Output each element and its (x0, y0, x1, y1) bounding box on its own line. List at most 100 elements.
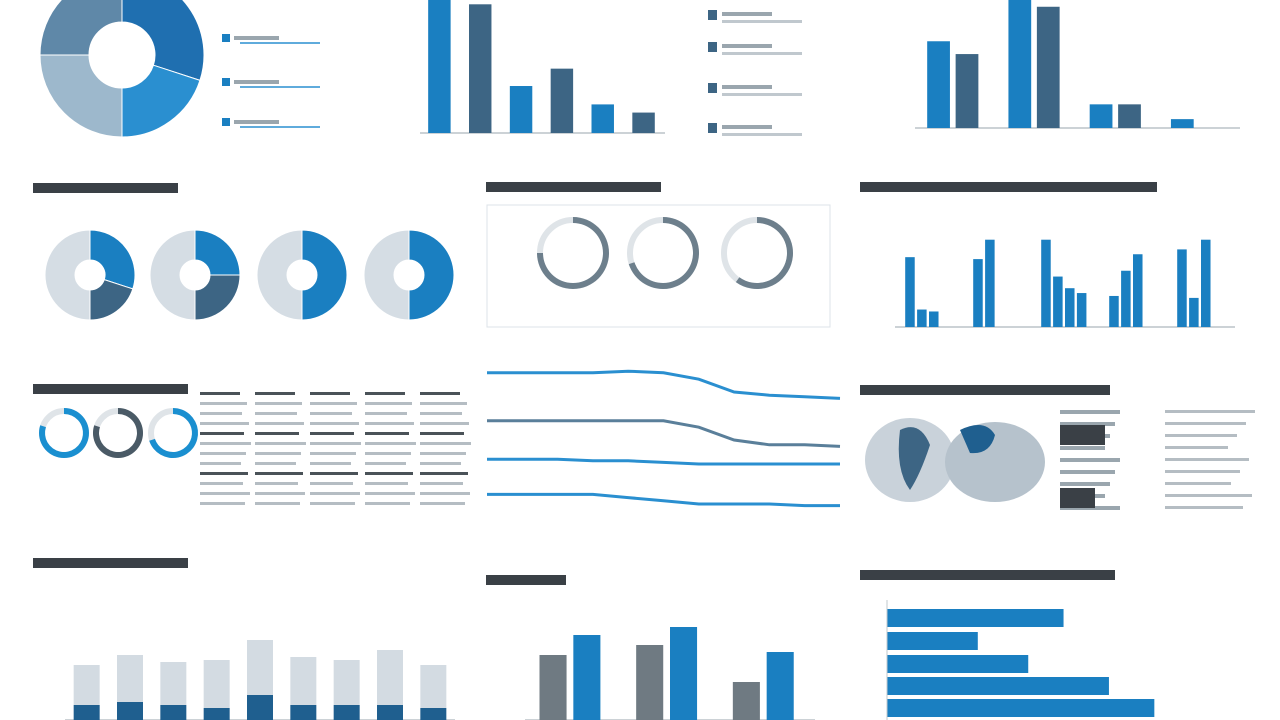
bar (509, 86, 533, 133)
map-land (960, 425, 995, 454)
bar (469, 4, 492, 133)
bar (1189, 297, 1199, 327)
bar-segment (203, 660, 230, 708)
text-placeholder (708, 123, 717, 133)
text-placeholder (1165, 506, 1243, 509)
pie-slice (194, 274, 241, 321)
text-placeholder (255, 482, 298, 485)
bar-segment (160, 705, 187, 720)
text-placeholder (1060, 425, 1105, 445)
text-placeholder (255, 402, 302, 405)
text-placeholder (310, 422, 359, 425)
text-placeholder (420, 492, 470, 495)
bar (1036, 6, 1060, 129)
text-placeholder (365, 422, 414, 425)
text-placeholder (1165, 470, 1240, 473)
text-placeholder (1060, 410, 1120, 414)
text-placeholder (420, 412, 462, 415)
text-placeholder (255, 492, 305, 495)
text-placeholder (200, 462, 241, 465)
bar (573, 635, 601, 720)
text-placeholder (255, 462, 296, 465)
text-placeholder (222, 118, 230, 126)
line-series (487, 457, 840, 466)
text-placeholder (1165, 422, 1246, 425)
text-placeholder (1165, 446, 1228, 449)
text-placeholder (1165, 410, 1255, 413)
map-land (898, 427, 930, 490)
text-placeholder (722, 93, 802, 96)
pie-slice (256, 229, 303, 321)
text-placeholder (200, 402, 247, 405)
bar (929, 311, 939, 327)
bar-segment (73, 665, 100, 705)
text-placeholder (486, 182, 661, 192)
text-placeholder (234, 80, 279, 84)
text-placeholder (200, 392, 240, 395)
text-placeholder (708, 10, 717, 20)
bar (1065, 288, 1075, 327)
text-placeholder (420, 402, 467, 405)
text-placeholder (1060, 458, 1120, 462)
text-placeholder (200, 492, 250, 495)
text-placeholder (255, 432, 299, 435)
text-placeholder (365, 392, 405, 395)
bar (985, 239, 995, 327)
pie-slice (39, 0, 123, 56)
pie-slice (194, 229, 241, 276)
text-placeholder (255, 422, 304, 425)
text-placeholder (310, 442, 361, 445)
text-placeholder (200, 442, 251, 445)
text-placeholder (310, 492, 360, 495)
text-placeholder (1165, 434, 1237, 437)
text-placeholder (200, 452, 246, 455)
text-placeholder (420, 452, 466, 455)
bar (1118, 104, 1141, 128)
bar (1121, 270, 1131, 327)
text-placeholder (722, 85, 772, 89)
bar (1177, 249, 1187, 327)
text-placeholder (365, 432, 409, 435)
line-series (487, 492, 840, 508)
text-placeholder (222, 34, 230, 42)
text-placeholder (722, 12, 772, 16)
bar-segment (420, 708, 447, 720)
text-placeholder (1060, 470, 1115, 474)
bar-segment (290, 705, 317, 720)
text-placeholder (310, 502, 355, 505)
text-placeholder (365, 492, 415, 495)
bar (887, 655, 1029, 673)
text-placeholder (200, 422, 249, 425)
frame (486, 204, 831, 328)
bar-segment (333, 705, 360, 720)
text-placeholder (365, 482, 408, 485)
text-placeholder (365, 462, 406, 465)
bar (550, 68, 574, 133)
text-placeholder (722, 52, 802, 55)
text-placeholder (365, 402, 412, 405)
pie-slice (39, 54, 123, 138)
bar-segment (247, 640, 273, 695)
bar-segment (203, 708, 230, 720)
bar (927, 41, 950, 128)
bar (887, 699, 1155, 717)
bar-segment (290, 657, 317, 705)
text-placeholder (1060, 422, 1115, 426)
pie-slice (89, 229, 136, 290)
bar-segment (247, 695, 273, 720)
text-placeholder (33, 558, 188, 568)
text-placeholder (486, 575, 566, 585)
bar (1076, 293, 1087, 327)
text-placeholder (1165, 482, 1231, 485)
bar-segment (377, 650, 403, 705)
text-placeholder (722, 125, 772, 129)
text-placeholder (200, 472, 248, 475)
bar (973, 259, 983, 327)
text-placeholder (234, 36, 279, 40)
text-placeholder (255, 392, 295, 395)
gauge-arc (735, 217, 793, 289)
text-placeholder (860, 570, 1115, 580)
text-placeholder (420, 432, 464, 435)
